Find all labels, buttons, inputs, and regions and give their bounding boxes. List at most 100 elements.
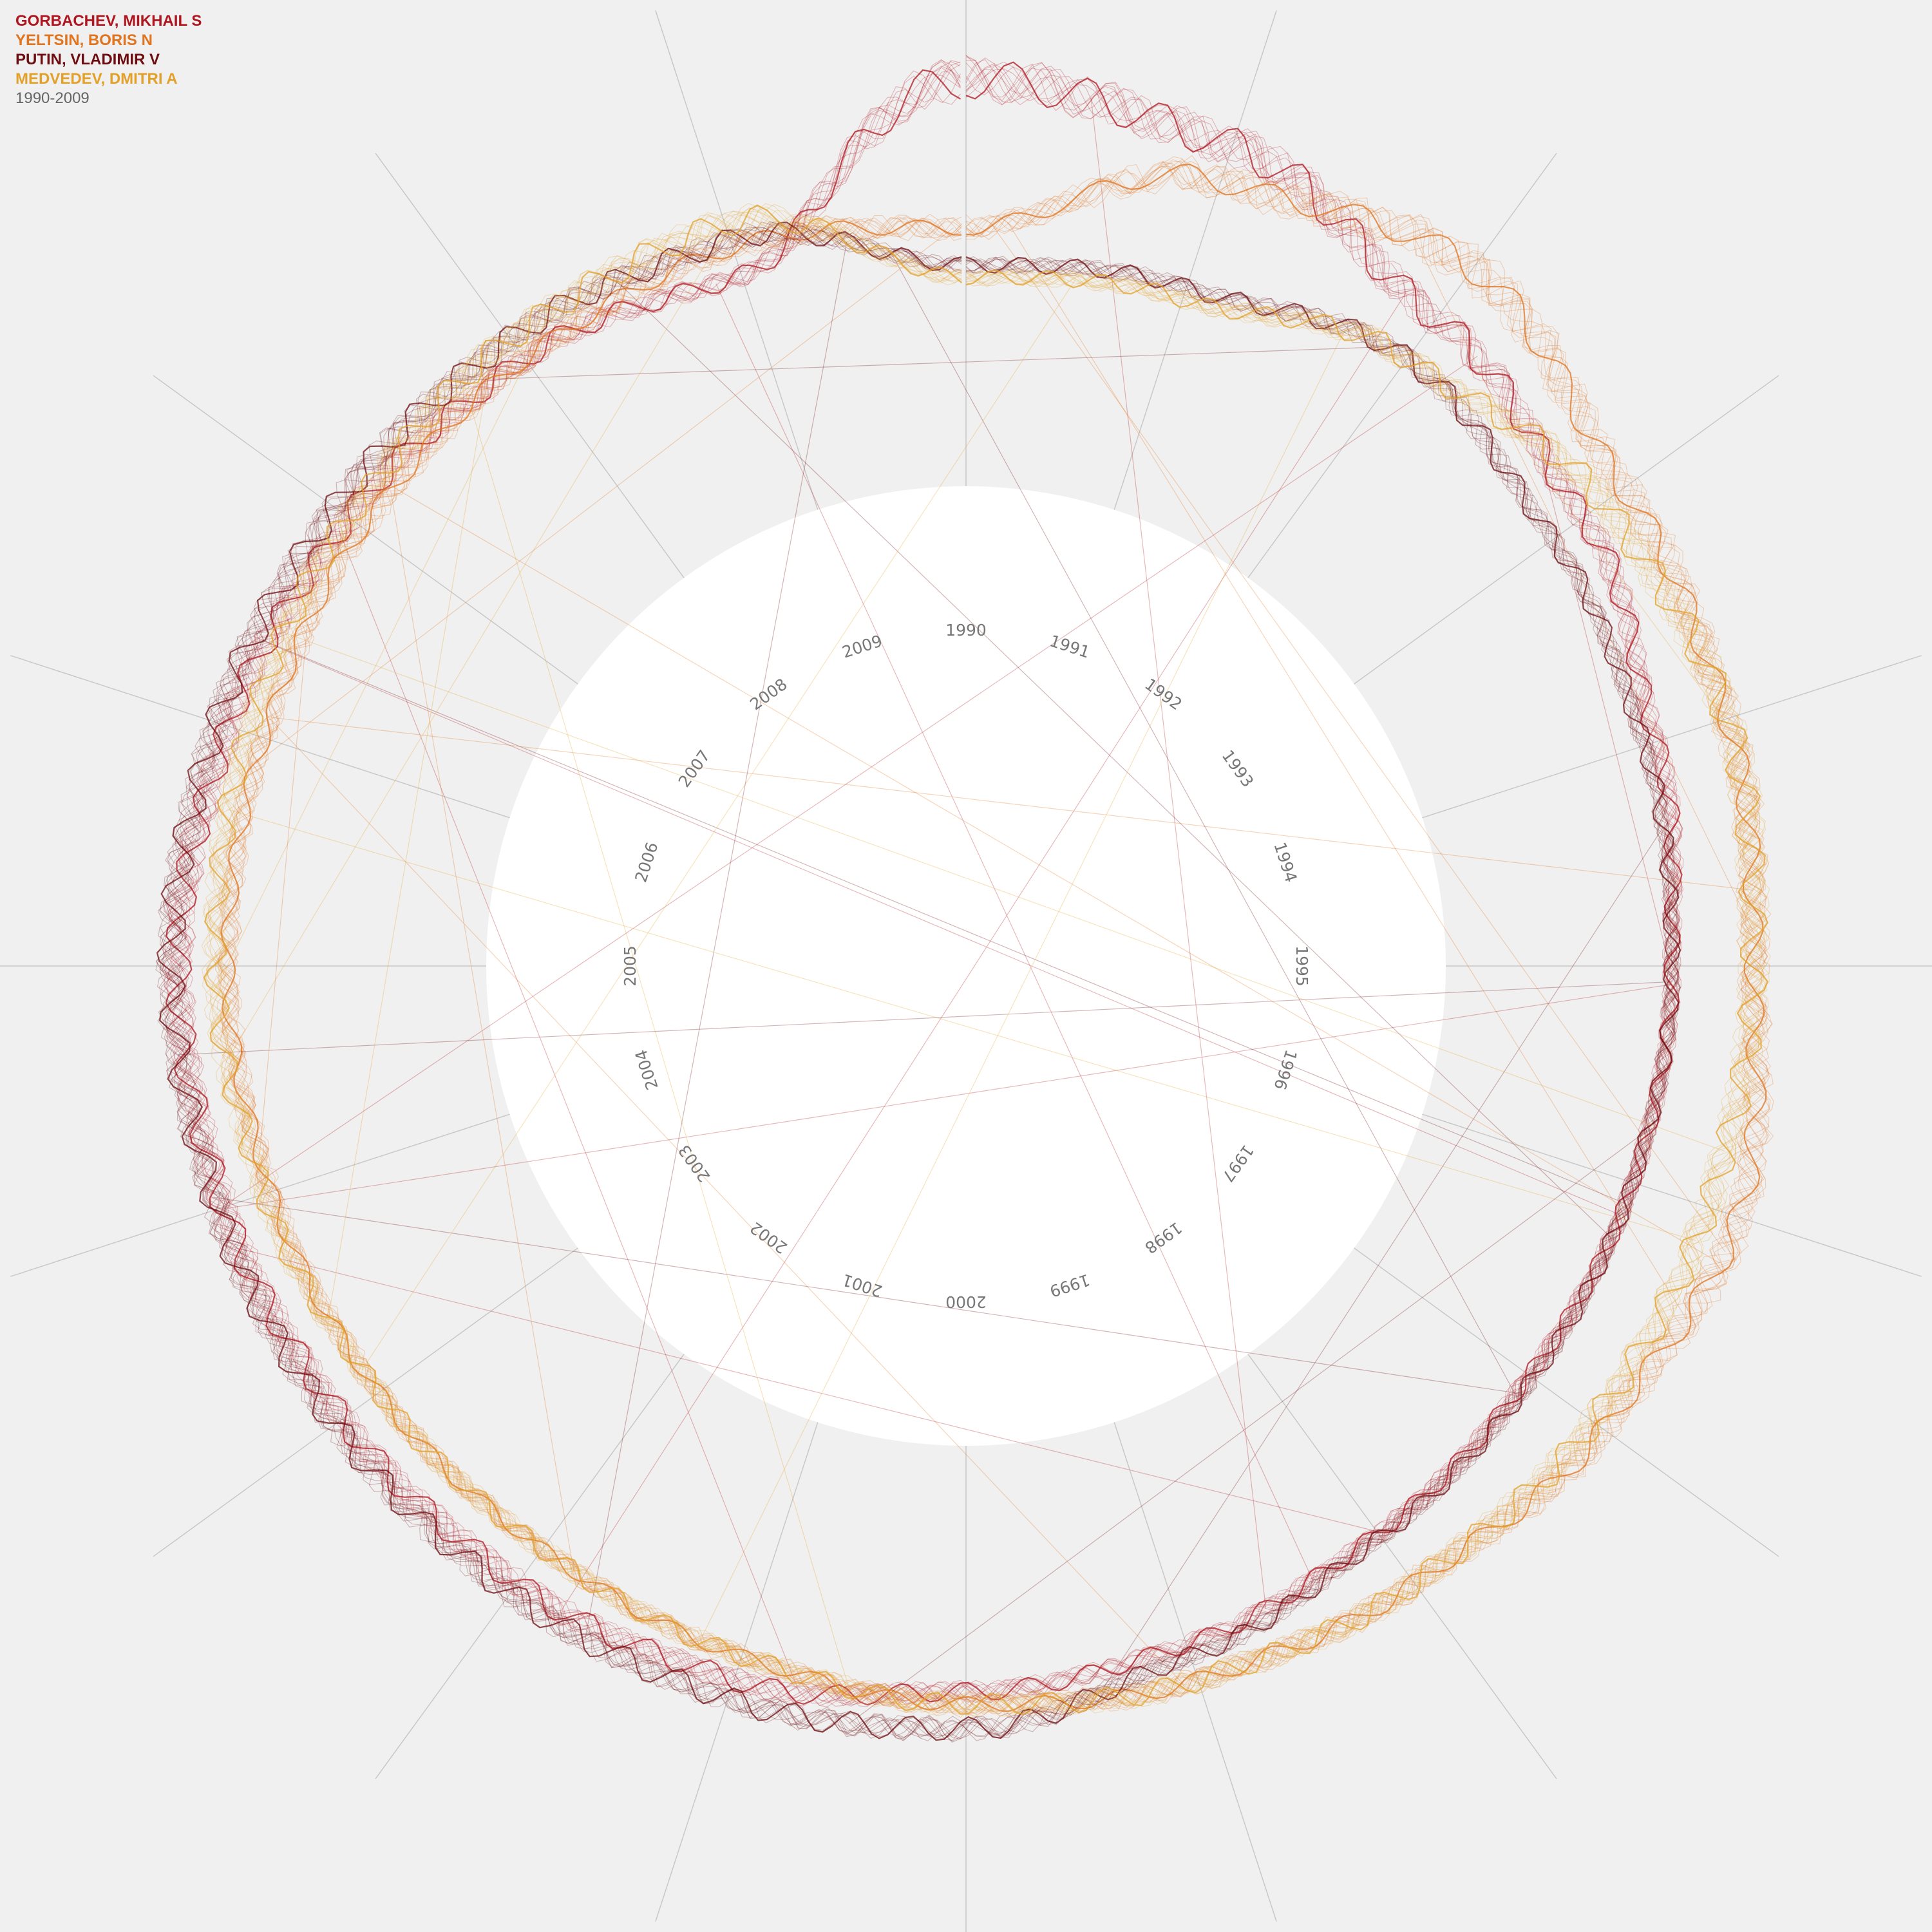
series-yeltsin-boris-n (214, 155, 1774, 1718)
chord-1-3 (270, 717, 1753, 891)
chord-0-0 (265, 641, 1622, 1216)
trace-2-3 (161, 226, 1678, 1737)
chord-0-1 (339, 531, 800, 1694)
trace-2-10 (160, 226, 1678, 1739)
legend-series-0: GORBACHEV, MIKHAIL S (15, 12, 202, 30)
series-traces (155, 55, 1774, 1743)
trace-0-13 (162, 55, 1684, 1707)
legend-series-1: YELTSIN, BORIS N (15, 32, 153, 49)
chord-0-7 (715, 283, 1313, 1580)
trace-1-1 (221, 166, 1766, 1711)
trace-0-9 (167, 63, 1681, 1704)
trace-0-10 (170, 68, 1679, 1702)
chord-1-2 (393, 487, 1720, 1264)
trace-3-0 (203, 204, 1768, 1716)
trace-2-6 (162, 227, 1677, 1736)
trace-0-0 (165, 61, 1683, 1706)
trace-0-11 (166, 61, 1681, 1704)
trace-1-6 (222, 166, 1766, 1710)
chord-1-1 (270, 718, 1184, 1685)
trace-1-9 (216, 158, 1771, 1716)
series-putin-vladimir-v (155, 220, 1681, 1743)
trace-0-5 (164, 56, 1683, 1707)
trace-2-1 (159, 222, 1680, 1739)
trace-2-0 (156, 222, 1681, 1741)
legend-period: 1990-2009 (15, 90, 90, 107)
series-medvedev-dmitri-a (201, 203, 1771, 1717)
trace-2-9 (159, 222, 1680, 1739)
trace-3-8 (209, 214, 1761, 1710)
chord-2-5 (1666, 855, 1672, 964)
chord-3-0 (327, 352, 493, 1321)
chord-0-6 (1376, 1482, 1438, 1535)
chord-3-7 (225, 222, 732, 1063)
chord-3-9 (1502, 417, 1730, 728)
chord-2-1 (1099, 826, 1664, 1694)
chord-2-9 (849, 1129, 1649, 1724)
trace-0-4 (165, 61, 1682, 1705)
trace-2-2 (155, 221, 1681, 1742)
trace-3-3 (207, 211, 1765, 1712)
trace-2-4 (160, 224, 1678, 1738)
chord-1-0 (1413, 235, 1754, 933)
trace-2-8 (155, 222, 1681, 1743)
chord-0-2 (223, 355, 1478, 1207)
chord-1-8 (390, 491, 574, 1571)
chord-3-2 (451, 1473, 549, 1554)
chord-3-6 (284, 632, 1725, 1152)
trace-1-0 (220, 163, 1767, 1712)
trace-0-1 (164, 59, 1682, 1706)
chord-2-0 (213, 1197, 1522, 1394)
trace-1-3 (216, 159, 1771, 1715)
legend-series-2: PUTIN, VLADIMIR V (15, 51, 160, 68)
trace-1-7 (218, 161, 1771, 1715)
trace-3-13 (205, 207, 1766, 1714)
trace-3-12 (204, 204, 1768, 1715)
chord-2-7 (178, 981, 1672, 1056)
chord-0-5 (224, 983, 1672, 1209)
trace-2-12 (162, 229, 1678, 1736)
trace-3-1 (209, 211, 1763, 1710)
year-label-2000: 2000 (945, 1293, 987, 1311)
trace-0-7 (167, 66, 1680, 1704)
chord-3-4 (215, 310, 553, 989)
trace-3-9 (202, 203, 1771, 1717)
trace-0-2 (164, 60, 1683, 1706)
chord-0-9 (1538, 447, 1672, 974)
chord-2-6 (584, 242, 848, 1640)
legend: GORBACHEV, MIKHAIL S YELTSIN, BORIS N PU… (15, 12, 202, 108)
trace-2-11 (160, 224, 1679, 1739)
trace-0-6 (170, 68, 1679, 1701)
trace-1-4 (219, 162, 1768, 1713)
trace-1-8 (216, 160, 1771, 1714)
trace-3-5 (205, 207, 1766, 1713)
chord-3-5 (361, 279, 1076, 1370)
trace-3-10 (206, 211, 1765, 1713)
chord-1-9 (992, 225, 1726, 1253)
chord-0-4 (239, 1248, 1380, 1533)
trace-3-7 (206, 210, 1765, 1713)
trace-3-2 (209, 211, 1762, 1711)
chord-2-8 (252, 636, 1626, 1204)
year-label-1995: 1995 (1293, 945, 1311, 987)
chord-0-3 (560, 292, 1406, 1611)
trace-3-11 (202, 203, 1770, 1717)
chord-3-1 (228, 809, 1696, 1242)
chord-3-3 (699, 329, 1346, 1642)
chord-2-3 (456, 346, 1389, 381)
year-label-1990: 1990 (945, 621, 987, 639)
trace-1-12 (218, 162, 1770, 1714)
chord-1-4 (1286, 1606, 1379, 1650)
chord-1-6 (259, 623, 308, 1155)
trace-3-6 (201, 204, 1770, 1717)
inner-disc (486, 486, 1446, 1446)
chord-2-4 (891, 253, 1519, 1399)
trace-2-5 (159, 225, 1679, 1739)
legend-series-3: MEDVEDEV, DMITRI A (15, 70, 178, 88)
chord-1-5 (1007, 222, 1687, 1320)
chord-0-8 (1090, 99, 1267, 1609)
trace-1-2 (218, 160, 1770, 1714)
trace-0-3 (168, 64, 1680, 1703)
trace-2-7 (156, 220, 1681, 1741)
chord-1-7 (256, 227, 954, 764)
